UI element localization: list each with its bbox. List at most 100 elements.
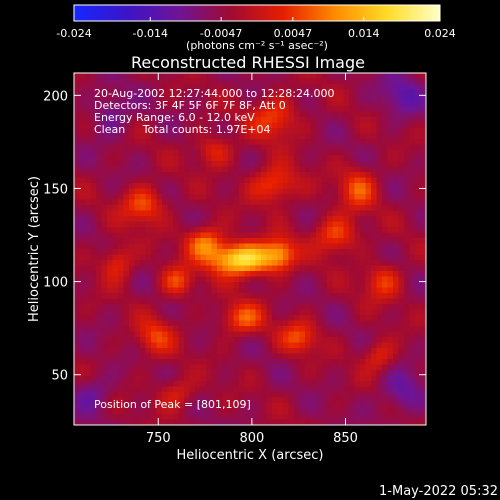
heatmap-cell [349, 320, 355, 327]
heatmap-cell [283, 320, 289, 327]
heatmap-cell [173, 117, 179, 123]
heatmap-cell [206, 359, 212, 365]
heatmap-cell [327, 238, 333, 244]
heatmap-cell [376, 117, 383, 123]
heatmap-cell [123, 304, 130, 310]
heatmap-cell [200, 342, 207, 349]
heatmap-cell [107, 320, 113, 327]
heatmap-cell [382, 194, 388, 200]
heatmap-cell [415, 144, 421, 151]
heatmap-cell [129, 194, 135, 200]
heatmap-cell [123, 364, 130, 371]
heatmap-cell [316, 106, 322, 112]
heatmap-cell [338, 287, 344, 294]
heatmap-cell [79, 221, 86, 228]
heatmap-cell [255, 298, 262, 305]
heatmap-cell [239, 89, 245, 96]
heatmap-cell [398, 254, 405, 261]
heatmap-cell [409, 161, 416, 167]
heatmap-cell [420, 161, 427, 167]
heatmap-cell [310, 386, 317, 393]
heatmap-cell [222, 84, 229, 90]
heatmap-cell [79, 375, 86, 382]
heatmap-cell [145, 144, 152, 151]
heatmap-cell [244, 386, 251, 393]
heatmap-cell [228, 304, 234, 310]
heatmap-cell [261, 298, 267, 305]
heatmap-cell [217, 84, 223, 90]
heatmap-cell [409, 370, 416, 376]
heatmap-cell [365, 293, 372, 299]
heatmap-cell [123, 260, 130, 266]
heatmap-cell [343, 260, 350, 266]
heatmap-cell [261, 403, 267, 409]
heatmap-cell [184, 249, 190, 255]
heatmap-cell [134, 111, 141, 118]
heatmap-cell [134, 199, 141, 206]
heatmap-cell [112, 144, 119, 151]
heatmap-cell [338, 188, 344, 195]
heatmap-cell [250, 260, 256, 266]
heatmap-cell [321, 210, 328, 217]
heatmap-cell [387, 265, 394, 272]
heatmap-cell [404, 249, 410, 255]
heatmap-cell [85, 370, 91, 376]
heatmap-cell [266, 309, 273, 316]
heatmap-cell [277, 177, 284, 184]
heatmap-cell [255, 227, 262, 233]
heatmap-cell [343, 188, 350, 195]
heatmap-cell [310, 304, 317, 310]
heatmap-cell [222, 128, 229, 134]
heatmap-cell [376, 73, 383, 79]
heatmap-cell [261, 271, 267, 277]
heatmap-cell [189, 386, 196, 393]
heatmap-cell [151, 315, 157, 321]
heatmap-cell [316, 150, 322, 156]
heatmap-cell [129, 95, 135, 101]
heatmap-cell [101, 216, 108, 222]
heatmap-cell [255, 144, 262, 151]
heatmap-cell [195, 282, 201, 288]
heatmap-cell [371, 172, 377, 178]
heatmap-cell [365, 414, 372, 420]
heatmap-cell [101, 144, 108, 151]
heatmap-cell [85, 326, 91, 332]
heatmap-cell [118, 89, 124, 96]
heatmap-cell [195, 375, 201, 382]
heatmap-cell [338, 381, 344, 387]
heatmap-cell [211, 166, 218, 173]
heatmap-cell [96, 381, 102, 387]
heatmap-cell [343, 238, 350, 244]
heatmap-cell [200, 304, 207, 310]
heatmap-cell [239, 95, 245, 101]
heatmap-cell [156, 381, 163, 387]
heatmap-cell [156, 276, 163, 283]
heatmap-cell [151, 408, 157, 415]
heatmap-cell [415, 276, 421, 283]
heatmap-cell [382, 139, 388, 145]
heatmap-cell [189, 419, 196, 426]
heatmap-cell [404, 183, 410, 189]
heatmap-cell [167, 155, 174, 162]
heatmap-cell [189, 243, 196, 250]
heatmap-cell [354, 106, 361, 112]
heatmap-cell [79, 177, 86, 184]
heatmap-cell [195, 337, 201, 343]
heatmap-cell [244, 370, 251, 376]
heatmap-cell [409, 353, 416, 360]
heatmap-cell [398, 117, 405, 123]
heatmap-cell [255, 265, 262, 272]
heatmap-cell [277, 95, 284, 101]
heatmap-cell [277, 139, 284, 145]
heatmap-cell [107, 238, 113, 244]
heatmap-cell [118, 95, 124, 101]
heatmap-cell [266, 293, 273, 299]
heatmap-cell [261, 238, 267, 244]
heatmap-cell [327, 100, 333, 107]
heatmap-cell [316, 265, 322, 272]
heatmap-cell [112, 287, 119, 294]
heatmap-cell [233, 150, 240, 156]
heatmap-cell [123, 194, 130, 200]
heatmap-cell [398, 161, 405, 167]
heatmap-cell [349, 403, 355, 409]
